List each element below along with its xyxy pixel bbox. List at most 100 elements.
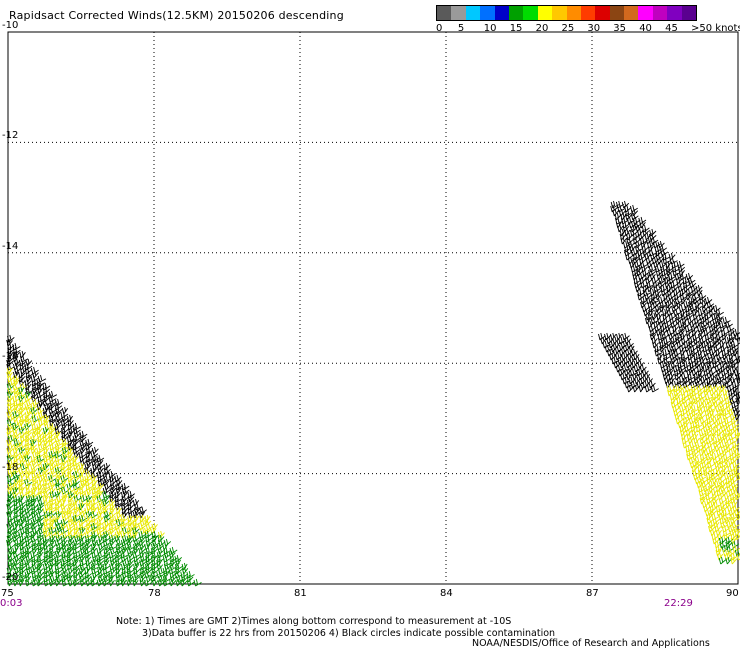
wind-barb <box>49 486 56 495</box>
wind-barb <box>718 556 727 565</box>
wind-barb <box>626 232 633 241</box>
wind-barb <box>701 440 708 449</box>
wind-barb <box>642 248 650 257</box>
wind-barb <box>702 464 709 473</box>
wind-barb <box>731 440 740 449</box>
wind-barb <box>84 534 93 543</box>
wind-barb <box>133 562 140 571</box>
wind-barb <box>665 260 672 269</box>
wind-barb <box>6 358 14 367</box>
wind-barb <box>12 546 19 555</box>
wind-plot <box>6 31 740 587</box>
wind-barb <box>672 384 682 393</box>
wind-barb <box>55 570 63 579</box>
wind-barb <box>30 522 38 531</box>
wind-barb <box>78 518 86 527</box>
wind-barb <box>31 542 39 551</box>
wind-barb <box>60 498 66 507</box>
wind-barb <box>706 456 713 465</box>
wind-barb <box>644 272 651 281</box>
legend-swatch <box>523 6 538 20</box>
wind-barb <box>85 494 93 503</box>
wind-barb <box>61 430 69 439</box>
legend-labels: 0 5 10 15 20 25 30 35 40 45 >50 knots <box>436 21 740 34</box>
wind-barb <box>721 408 731 417</box>
wind-barb <box>169 578 177 587</box>
wind-barb <box>18 566 27 575</box>
wind-barb <box>702 468 710 477</box>
legend-label: 0 <box>436 23 443 34</box>
wind-barb <box>60 454 68 463</box>
wind-barb <box>132 510 140 519</box>
wind-barb <box>61 514 69 523</box>
wind-barb <box>657 240 665 249</box>
wind-barb <box>132 530 138 539</box>
wind-barb <box>102 534 111 543</box>
legend-label: 15 <box>509 23 523 34</box>
y-tick-label: -16 <box>2 351 19 363</box>
wind-barb <box>126 570 135 579</box>
wind-barb <box>626 384 634 393</box>
wind-barb <box>169 546 178 555</box>
wind-barb <box>48 402 56 411</box>
wind-barb <box>666 308 675 317</box>
wind-barb <box>132 574 140 583</box>
wind-barb <box>7 334 15 343</box>
wind-barb <box>703 504 711 513</box>
wind-barb <box>139 506 147 515</box>
wind-barb <box>708 484 716 493</box>
wind-barb <box>695 424 704 433</box>
wind-barb <box>13 366 21 375</box>
wind-barb <box>681 316 688 325</box>
wind-barb <box>725 476 733 485</box>
wind-barb <box>90 578 99 587</box>
legend-swatch <box>595 6 610 20</box>
wind-barb <box>114 562 121 571</box>
wind-barb <box>649 328 658 337</box>
wind-barb <box>25 538 33 547</box>
wind-barb <box>43 518 52 527</box>
wind-barb <box>97 514 105 523</box>
time-left-label: 0:03 <box>0 598 23 609</box>
grid-lines <box>8 32 738 584</box>
legend-swatch <box>652 6 668 20</box>
wind-barb <box>61 550 70 559</box>
wind-barb <box>654 344 663 353</box>
wind-barb <box>90 466 98 475</box>
wind-barb <box>162 578 171 587</box>
wind-barb <box>25 562 34 571</box>
legend-swatch <box>624 6 639 20</box>
wind-barb <box>73 526 80 535</box>
y-tick-label: -14 <box>2 240 19 252</box>
wind-barb <box>30 442 37 451</box>
wind-barb <box>687 336 696 345</box>
wind-barb <box>84 570 92 579</box>
legend-label: 25 <box>561 23 575 34</box>
legend-swatch <box>638 6 653 20</box>
wind-barb <box>690 348 699 357</box>
wind-barb <box>697 468 707 477</box>
wind-barb <box>6 362 15 371</box>
wind-barb <box>48 430 56 439</box>
wind-barb <box>157 578 166 587</box>
wind-barb <box>91 446 99 455</box>
legend-swatch <box>494 6 509 20</box>
wind-barb <box>658 320 665 329</box>
wind-barb <box>24 450 31 459</box>
wind-barb <box>710 352 717 361</box>
x-tick-label: 87 <box>586 588 599 599</box>
wind-barb <box>108 578 115 587</box>
wind-barb <box>180 578 188 587</box>
wind-barb <box>48 578 57 587</box>
wind-barb <box>24 526 34 535</box>
x-tick-label: 81 <box>294 588 307 599</box>
wind-barb <box>12 522 19 531</box>
wind-barb <box>667 388 673 397</box>
wind-barb <box>693 436 700 445</box>
wind-barb <box>67 446 74 455</box>
wind-barb <box>641 224 650 233</box>
wind-barb <box>144 578 153 587</box>
wind-barb <box>49 470 58 479</box>
wind-barb <box>18 370 26 379</box>
wind-barb <box>96 538 104 547</box>
